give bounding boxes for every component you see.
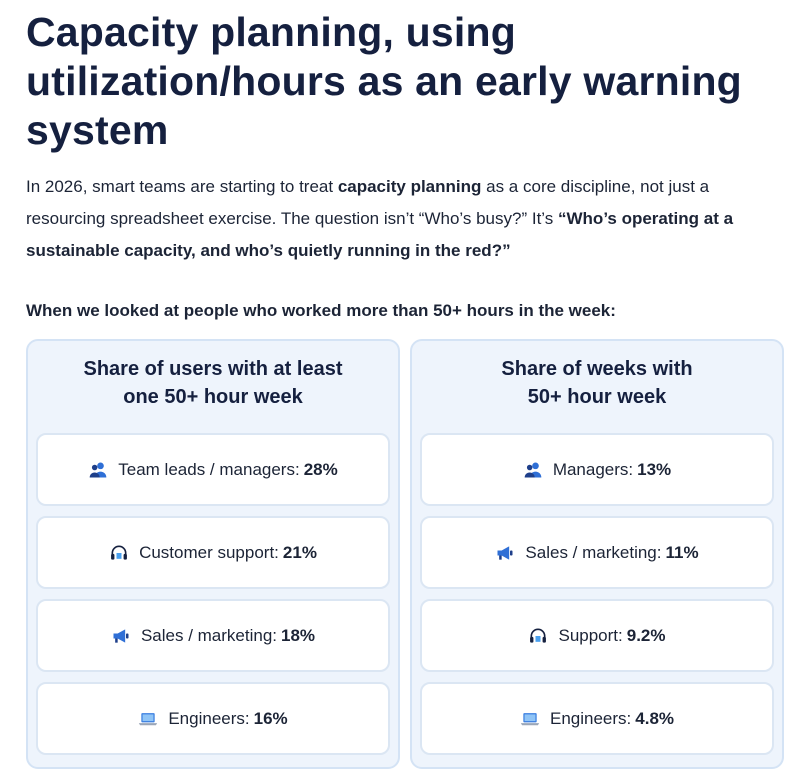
headset-icon [528,626,548,646]
weeks-column: Share of weeks with 50+ hour week Manage… [410,339,784,769]
stat-card: Sales / marketing: 18% [36,599,390,672]
stat-value: 21% [282,542,317,562]
stat-label: Sales / marketing: [140,625,278,645]
weeks-column-title: Share of weeks with 50+ hour week [420,351,774,423]
stat-value: 4.8% [635,708,675,728]
stat-label: Engineers: [168,708,250,728]
stat-label: Support: [558,625,623,645]
stat-value: 11% [665,542,699,562]
page-title: Capacity planning, using utilization/hou… [26,9,742,153]
column-title-line: Share of users with at least [83,358,343,380]
intro-text-2: as a core discipline, not just a resourc… [26,177,710,228]
stat-card: Managers: 13% [420,433,774,506]
megaphone-icon [495,543,515,563]
users-column: Share of users with at least one 50+ hou… [26,339,400,769]
stat-label: Sales / marketing: [525,542,662,562]
stat-card: Customer support: 21% [36,516,390,589]
people-icon [523,460,543,480]
stat-card: Support: 9.2% [420,599,774,672]
column-title-line: one 50+ hour week [123,386,303,408]
intro-paragraph: In 2026, smart teams are starting to tre… [26,171,786,267]
stat-label: Customer support: [139,542,279,562]
megaphone-icon [111,626,131,646]
stat-value: 18% [281,625,316,645]
people-icon [88,460,108,480]
stat-card: Engineers: 16% [36,682,390,755]
laptop-icon [138,709,158,729]
intro-bold-2: “Who’s operating at a sustainable capaci… [26,209,734,260]
stat-label: Managers: [552,459,634,479]
users-column-title: Share of users with at least one 50+ hou… [36,351,390,423]
column-title-line: Share of weeks with [501,358,693,380]
stat-card: Engineers: 4.8% [420,682,774,755]
headset-icon [109,543,129,563]
stat-value: 13% [637,459,672,479]
column-title-line: 50+ hour week [527,386,667,408]
intro-bold-1: capacity planning [337,177,482,196]
lead-sentence: When we looked at people who worked more… [26,301,616,320]
stat-value: 9.2% [626,625,666,645]
stat-label: Team leads / managers: [118,459,300,479]
stats-columns: Share of users with at least one 50+ hou… [26,339,786,769]
stat-card: Team leads / managers: 28% [36,433,390,506]
stat-value: 28% [303,459,338,479]
laptop-icon [520,709,540,729]
stat-label: Engineers: [549,708,632,728]
stat-value: 16% [253,708,288,728]
intro-text-1: In 2026, smart teams are starting to tre… [26,177,338,196]
stat-card: Sales / marketing: 11% [420,516,774,589]
